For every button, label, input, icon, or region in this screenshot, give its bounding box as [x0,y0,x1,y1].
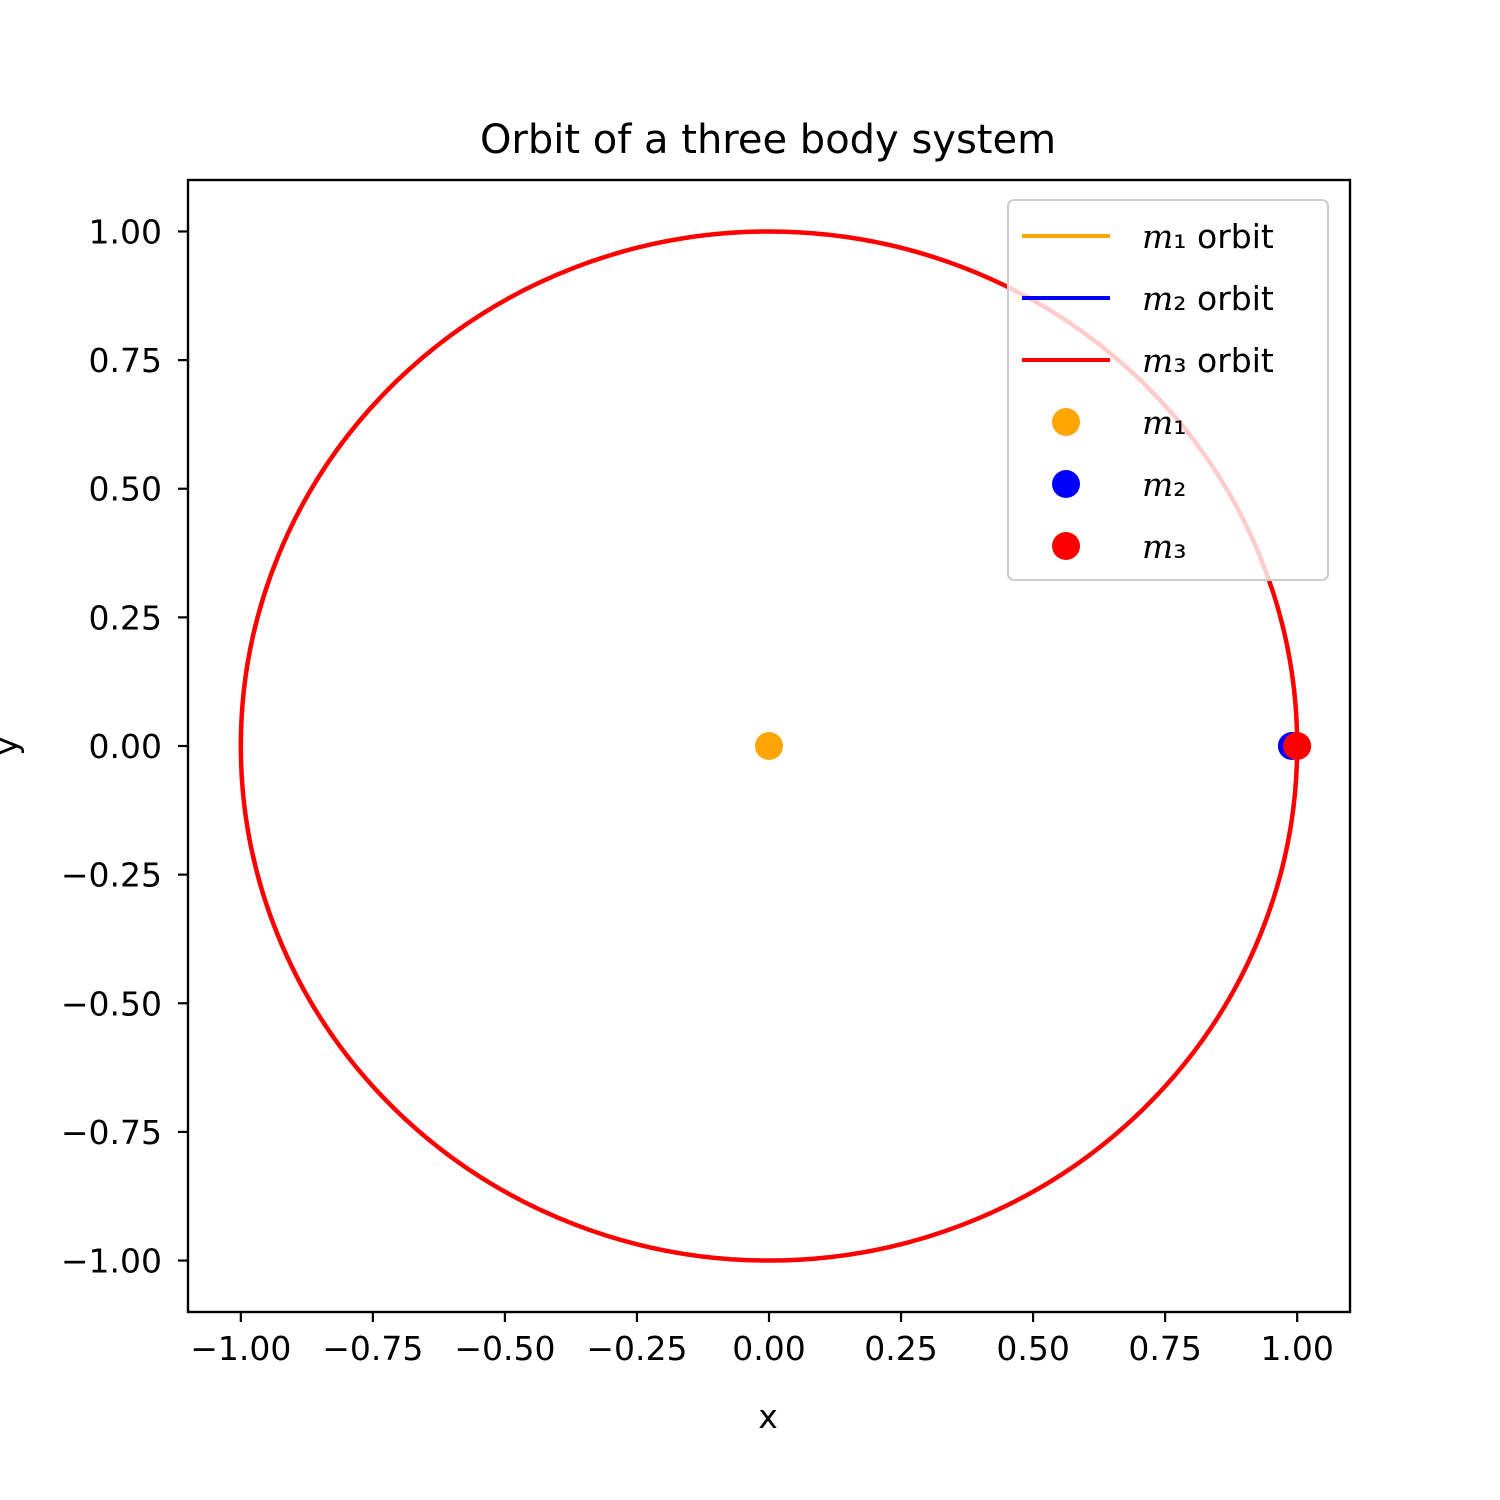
y-tick-label: 0.25 [89,598,162,637]
legend-label: m₁ [1142,403,1187,442]
legend-label: m₂ [1142,465,1187,504]
legend-marker-m1 [1052,408,1080,436]
y-axis: −1.00 −0.75 −0.50 −0.25 0.00 0.25 0.50 0.75 1.00 [61,212,188,1281]
x-tick-label: 0.00 [732,1329,805,1368]
legend-box [1007,199,1329,581]
x-tick-label: −0.25 [586,1329,687,1368]
marker-m1 [755,732,783,760]
y-tick-label: 1.00 [89,212,162,251]
y-tick-label: −0.25 [61,856,162,895]
x-tick-label: −0.75 [322,1329,423,1368]
x-tick-label: 0.25 [864,1329,937,1368]
legend-marker-m2 [1052,470,1080,498]
y-tick-label: −1.00 [61,1242,162,1281]
axes-frame [186,178,1352,1314]
y-tick-label: 0.75 [89,341,162,380]
legend-label: m₂ orbit [1142,279,1274,318]
legend: m₁ orbit m₂ orbit m₃ orbit m₁ m₂ m₃ [1007,199,1329,581]
y-tick-label: −0.50 [61,984,162,1023]
y-tick-label: −0.75 [61,1113,162,1152]
x-tick-label: 0.50 [996,1329,1069,1368]
x-tick-label: 1.00 [1260,1329,1333,1368]
legend-label: m₃ orbit [1142,341,1274,380]
x-tick-label: −1.00 [190,1329,291,1368]
legend-label: m₁ orbit [1142,217,1274,256]
chart-title: Orbit of a three body system [480,117,1056,163]
y-tick-label: 0.50 [89,470,162,509]
y-tick-label: 0.00 [89,727,162,766]
x-axis-label: x [758,1397,778,1436]
legend-marker-m3 [1052,532,1080,560]
x-axis: −1.00 −0.75 −0.50 −0.25 0.00 0.25 0.50 0.75 1.00 [190,1312,1334,1368]
legend-label: m₃ [1142,527,1187,566]
marker-m3 [1283,732,1312,760]
y-axis-label: y [0,736,25,756]
x-tick-label: 0.75 [1128,1329,1201,1368]
x-tick-label: −0.50 [454,1329,555,1368]
plot-area [238,229,1312,1263]
